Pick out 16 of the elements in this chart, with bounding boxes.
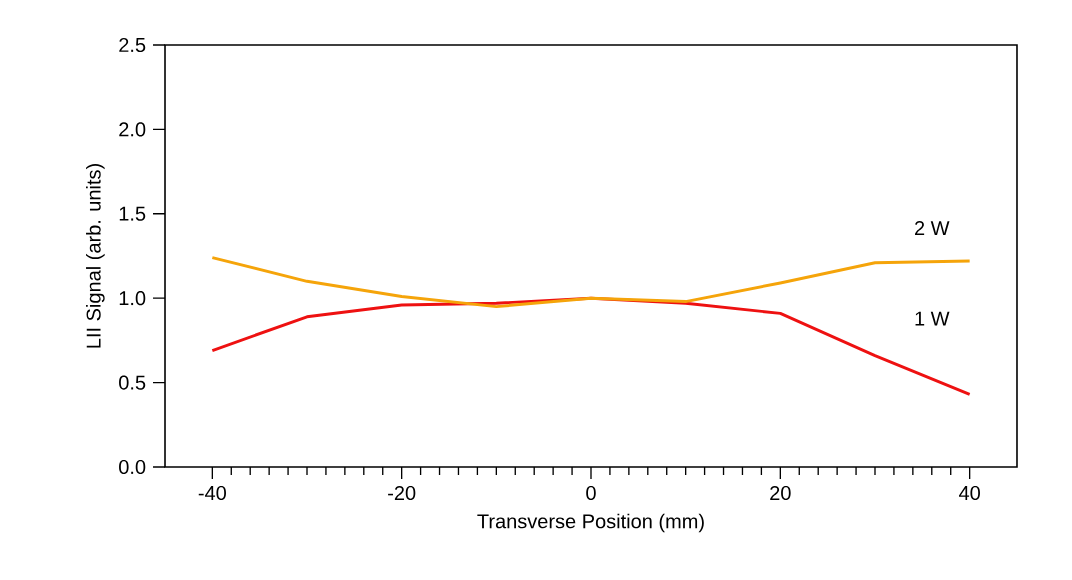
x-tick-label: 40	[959, 485, 980, 501]
x-tick-label: -20	[388, 485, 416, 501]
x-tick-label: 0	[586, 485, 596, 501]
y-tick-label: 0.0	[119, 459, 146, 475]
x-axis-title: Transverse Position (mm)	[477, 513, 704, 533]
x-tick-label: -40	[198, 485, 226, 501]
y-axis-title: LII Signal (arb. units)	[86, 164, 105, 348]
y-tick-label: 0.5	[119, 375, 146, 390]
y-tick-label: 1.5	[119, 206, 146, 221]
line-series	[210, 256, 972, 309]
y-tick-label: 1.0	[119, 291, 146, 306]
text: 1 W	[915, 311, 950, 326]
series-label: 2 W	[915, 220, 950, 235]
y-tick-label: 2.5	[119, 37, 146, 53]
y-tick-label: 2.0	[119, 122, 146, 137]
x-tick-label: 20	[770, 485, 791, 501]
